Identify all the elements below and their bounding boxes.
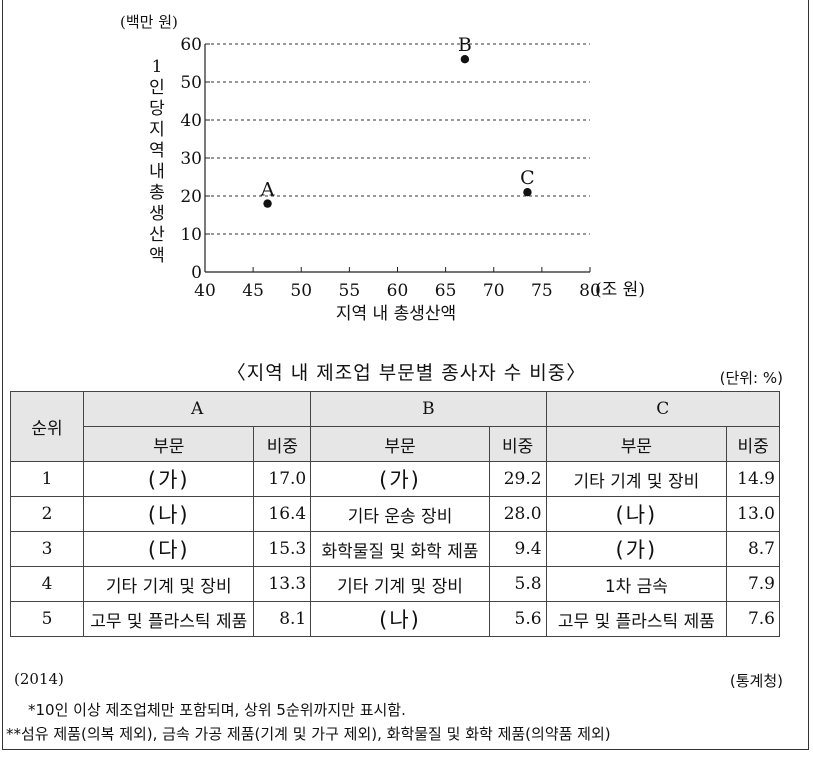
x-tick-label: 50 xyxy=(290,281,312,301)
footnote-1: *10인 이상 제조업체만 포함되며, 상위 5순위까지만 표시함. xyxy=(28,701,406,719)
x-axis-unit: (조 원) xyxy=(595,280,645,300)
point-label-c: C xyxy=(520,167,535,189)
y-tick-label: 30 xyxy=(180,149,202,169)
group-header-a: A xyxy=(83,391,312,427)
share-cell: 5.8 xyxy=(488,566,547,602)
x-tick-label: 80 xyxy=(579,281,601,301)
table-year: (2014) xyxy=(14,670,64,688)
share-cell: 16.4 xyxy=(253,496,312,532)
y-tick-label: 40 xyxy=(180,111,202,131)
share-header: 비중 xyxy=(726,426,780,462)
share-cell: 9.4 xyxy=(488,531,547,567)
table-row: 3 (다) 15.3 화학물질 및 화학 제품 9.4 (가) 8.7 xyxy=(9,531,780,567)
share-header: 비중 xyxy=(488,426,547,462)
y-axis-label-char: 산 xyxy=(149,225,165,245)
sector-cell: 고무 및 플라스틱 제품 xyxy=(545,601,728,637)
y-tick-label: 0 xyxy=(191,263,202,283)
sector-header: 부문 xyxy=(545,426,728,462)
y-axis-label-char: 생 xyxy=(149,204,165,224)
y-tick-label: 60 xyxy=(180,35,202,55)
data-point-b xyxy=(460,55,470,64)
share-cell: 14.9 xyxy=(726,461,780,497)
sector-cell: 1차 금속 xyxy=(545,566,728,602)
sector-cell: 기타 운송 장비 xyxy=(310,496,490,532)
x-tick-label: 45 xyxy=(242,281,264,301)
y-axis-label-char: 인 xyxy=(149,78,165,98)
group-header-c: C xyxy=(545,391,781,427)
rank-cell: 5 xyxy=(9,601,85,637)
table-title: 〈지역 내 제조업 부문별 종사자 수 비중〉 xyxy=(226,362,587,384)
data-point-c xyxy=(523,188,532,197)
data-point-a xyxy=(263,199,272,208)
share-cell: 8.7 xyxy=(726,531,780,567)
sector-header: 부문 xyxy=(83,426,255,462)
y-axis-label-char: 액 xyxy=(149,246,165,266)
sector-cell: (가) xyxy=(545,531,728,567)
y-axis-label-char: 당 xyxy=(149,99,165,119)
share-cell: 28.0 xyxy=(488,496,547,532)
x-tick-label: 40 xyxy=(194,281,216,301)
share-cell: 8.1 xyxy=(253,601,312,637)
x-tick-label: 55 xyxy=(339,281,361,301)
x-tick-label: 60 xyxy=(387,281,409,301)
share-header: 비중 xyxy=(253,426,312,462)
sector-cell: (나) xyxy=(310,601,490,637)
table-row: 4 기타 기계 및 장비 13.3 기타 기계 및 장비 5.8 1차 금속 7.9 xyxy=(9,566,780,602)
table-row: 5 고무 및 플라스틱 제품 8.1 (나) 5.6 고무 및 플라스틱 제품 7.6 xyxy=(9,601,780,637)
y-tick-label: 10 xyxy=(180,225,202,245)
footnote-2: **섬유 제품(의복 제외), 금속 가공 제품(기계 및 가구 제외), 화학… xyxy=(6,725,611,743)
sector-cell: (나) xyxy=(83,496,255,532)
table-row: 2 (나) 16.4 기타 운송 장비 28.0 (나) 13.0 xyxy=(9,496,780,532)
group-header-b: B xyxy=(310,391,547,427)
scatter-chart: 0 10 20 30 40 50 60 40 45 50 55 60 65 70 75 80 A B C (백만 … xyxy=(120,13,645,324)
sector-cell: 고무 및 플라스틱 제품 xyxy=(83,601,255,637)
sector-cell: (나) xyxy=(545,496,728,532)
point-label-a: A xyxy=(260,179,275,201)
y-tick-label: 20 xyxy=(180,187,202,207)
rank-header: 순위 xyxy=(9,391,85,462)
rank-cell: 3 xyxy=(9,531,85,567)
sector-cell: (가) xyxy=(83,461,255,497)
share-cell: 17.0 xyxy=(253,461,312,497)
sector-share-table: 순위 A B C 부문 비중 부문 비중 부문 비중 1 (가) 17.0 (가) 29… xyxy=(9,391,781,637)
point-label-b: B xyxy=(458,34,472,56)
y-axis-label-char: 총 xyxy=(149,183,165,203)
share-cell: 13.0 xyxy=(726,496,780,532)
y-axis-label-char: 내 xyxy=(149,162,165,182)
table-unit: (단위: %) xyxy=(719,369,783,387)
x-tick-label: 65 xyxy=(435,281,457,301)
sector-cell: 기타 기계 및 장비 xyxy=(545,461,728,497)
x-tick-label: 75 xyxy=(531,281,553,301)
sector-cell: 기타 기계 및 장비 xyxy=(310,566,490,602)
share-cell: 7.9 xyxy=(726,566,780,602)
rank-cell: 2 xyxy=(9,496,85,532)
share-cell: 7.6 xyxy=(726,601,780,637)
y-axis-label-char: 지 xyxy=(149,120,165,140)
x-tick-label: 70 xyxy=(483,281,505,301)
share-cell: 15.3 xyxy=(253,531,312,567)
x-axis-label: 지역 내 총생산액 xyxy=(336,304,456,324)
share-cell: 29.2 xyxy=(488,461,547,497)
table-source: (통계청) xyxy=(729,672,783,690)
rank-cell: 1 xyxy=(9,461,85,497)
sector-cell: 화학물질 및 화학 제품 xyxy=(310,531,490,567)
y-axis-label-char: 1 xyxy=(152,57,163,77)
sector-cell: 기타 기계 및 장비 xyxy=(83,566,255,602)
share-cell: 5.6 xyxy=(488,601,547,637)
table-row: 1 (가) 17.0 (가) 29.2 기타 기계 및 장비 14.9 xyxy=(9,461,780,497)
share-cell: 13.3 xyxy=(253,566,312,602)
sector-cell: (다) xyxy=(83,531,255,567)
y-axis-label-char: 역 xyxy=(149,141,165,161)
sector-header: 부문 xyxy=(310,426,490,462)
rank-cell: 4 xyxy=(9,566,85,602)
figure-frame xyxy=(2,0,809,750)
y-axis-unit: (백만 원) xyxy=(120,13,178,31)
y-tick-label: 50 xyxy=(180,73,202,93)
sector-cell: (가) xyxy=(310,461,490,497)
